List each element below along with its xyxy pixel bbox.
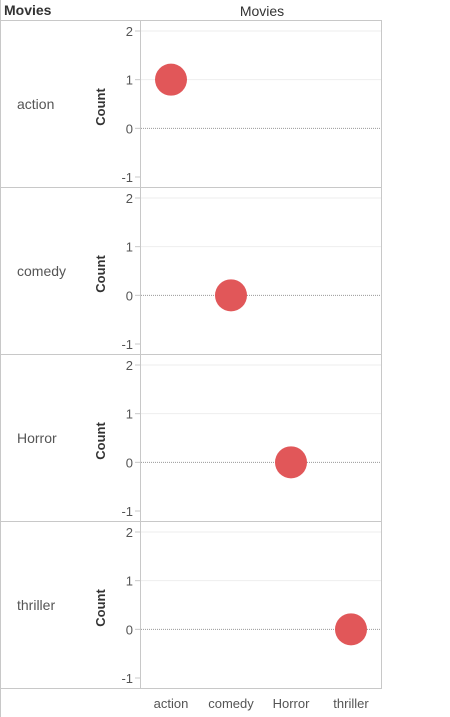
y-tick-label: 1 [126, 73, 133, 88]
data-point-thriller [335, 613, 367, 646]
y-tick-label: 0 [126, 622, 133, 637]
row-label-horror: Horror [17, 430, 57, 446]
y-tick-label: 1 [126, 574, 133, 589]
panels: 2 1 0 -1 action Count 2 1 0 -1 comedy Count 2 1 0 -1 Hor… [0, 20, 382, 711]
data-point-horror [275, 446, 307, 479]
data-point-comedy [215, 279, 247, 312]
x-tick-label-action: action [154, 696, 189, 711]
row-label-comedy: comedy [17, 263, 66, 279]
y-tick-label: 0 [126, 455, 133, 470]
row-label-action: action [17, 96, 54, 112]
y-tick-label: 2 [126, 191, 133, 206]
y-tick-label: 2 [126, 24, 133, 39]
y-tick-label: -1 [121, 504, 133, 519]
y-tick-label: 0 [126, 288, 133, 303]
y-axis-title: Count [93, 589, 108, 627]
y-tick-label: 2 [126, 525, 133, 540]
y-axis-title: Count [93, 255, 108, 293]
x-tick-label-horror: Horror [273, 696, 311, 711]
y-tick-label: -1 [121, 170, 133, 185]
y-tick-label: 2 [126, 358, 133, 373]
y-tick-label: -1 [121, 671, 133, 686]
x-tick-label-thriller: thriller [333, 696, 369, 711]
x-tick-label-comedy: comedy [208, 696, 254, 711]
row-field-header: Movies [4, 2, 52, 18]
row-label-thriller: thriller [17, 597, 55, 613]
y-tick-label: 0 [126, 121, 133, 136]
column-field-header: Movies [240, 3, 284, 19]
y-axis-title: Count [93, 422, 108, 460]
data-point-action [155, 63, 187, 96]
y-axis-title: Count [93, 88, 108, 126]
y-tick-label: -1 [121, 337, 133, 352]
y-tick-label: 1 [126, 407, 133, 422]
y-tick-label: 1 [126, 240, 133, 255]
